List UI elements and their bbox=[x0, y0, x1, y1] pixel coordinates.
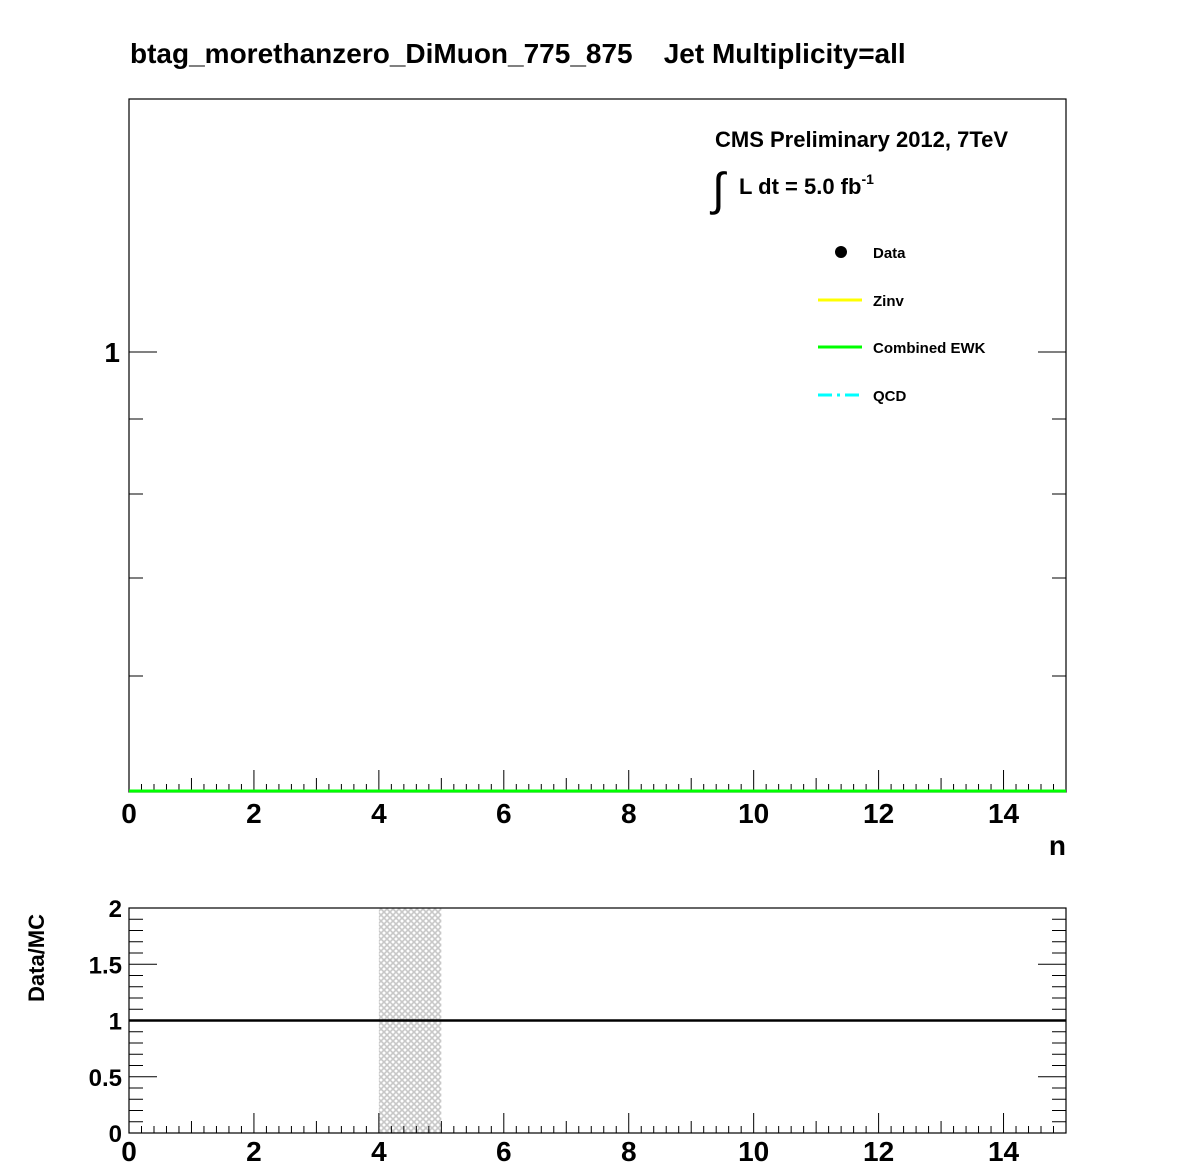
legend-entry-data: Data bbox=[835, 245, 906, 262]
ratio-y-axis-label: Data/MC bbox=[24, 914, 49, 1002]
legend-label-combined-ewk: Combined EWK bbox=[873, 340, 986, 357]
legend-entry-qcd: QCD bbox=[818, 388, 907, 405]
legend-label-zinv: Zinv bbox=[873, 293, 904, 310]
chart-title: btag_morethanzero_DiMuon_775_875 Jet Mul… bbox=[130, 38, 906, 69]
lumi-superscript: -1 bbox=[861, 171, 874, 187]
legend-entry-zinv: Zinv bbox=[818, 293, 904, 310]
ratio-x-tick-label: 14 bbox=[988, 1136, 1020, 1167]
ratio-y-tick-label: 2 bbox=[109, 896, 122, 923]
integral-sign: ∫ bbox=[709, 163, 727, 215]
legend: Data Zinv Combined EWK QCD bbox=[818, 245, 986, 405]
cms-annotation: CMS Preliminary 2012, 7TeV bbox=[715, 127, 1008, 152]
main-x-tick-label: 10 bbox=[738, 798, 769, 829]
ratio-x-tick-labels: 0 2 4 6 8 10 12 14 bbox=[121, 1136, 1019, 1167]
ratio-x-tick-label: 12 bbox=[863, 1136, 894, 1167]
ratio-y-tick-labels: 0 0.5 1 1.5 2 bbox=[89, 896, 122, 1148]
main-x-tick-label: 12 bbox=[863, 798, 894, 829]
ratio-axis-ticks bbox=[128, 907, 1067, 1134]
main-x-tick-label: 4 bbox=[371, 798, 387, 829]
ratio-x-tick-label: 10 bbox=[738, 1136, 769, 1167]
main-x-tick-label: 2 bbox=[246, 798, 262, 829]
ratio-x-tick-label: 8 bbox=[621, 1136, 637, 1167]
ratio-x-tick-label: 6 bbox=[496, 1136, 512, 1167]
main-x-tick-label: 0 bbox=[121, 798, 137, 829]
ratio-x-tick-label: 4 bbox=[371, 1136, 387, 1167]
lumi-text: L dt = 5.0 fb bbox=[739, 174, 861, 199]
legend-label-qcd: QCD bbox=[873, 388, 907, 405]
legend-data-marker bbox=[835, 246, 847, 258]
main-x-tick-label: 14 bbox=[988, 798, 1020, 829]
main-x-tick-labels: 0 2 4 6 8 10 12 14 bbox=[121, 798, 1019, 829]
ratio-y-tick-label: 0.5 bbox=[89, 1065, 122, 1092]
main-x-axis-label: n bbox=[1049, 830, 1066, 861]
main-plot-frame bbox=[128, 98, 1067, 793]
main-y-tick-labels: 1 bbox=[104, 337, 120, 368]
ratio-x-tick-label: 0 bbox=[121, 1136, 137, 1167]
lumi-annotation: L dt = 5.0 fb-1 bbox=[739, 171, 874, 199]
ratio-y-tick-label: 0 bbox=[109, 1121, 122, 1148]
main-y-tick-label: 1 bbox=[104, 337, 120, 368]
ratio-y-tick-label: 1 bbox=[109, 1009, 122, 1036]
ratio-x-tick-label: 2 bbox=[246, 1136, 262, 1167]
legend-label-data: Data bbox=[873, 245, 906, 262]
main-axis-ticks bbox=[128, 351, 1067, 792]
main-x-tick-label: 6 bbox=[496, 798, 512, 829]
legend-entry-combined-ewk: Combined EWK bbox=[818, 340, 986, 357]
ratio-y-tick-label: 1.5 bbox=[89, 952, 122, 979]
main-x-tick-label: 8 bbox=[621, 798, 637, 829]
